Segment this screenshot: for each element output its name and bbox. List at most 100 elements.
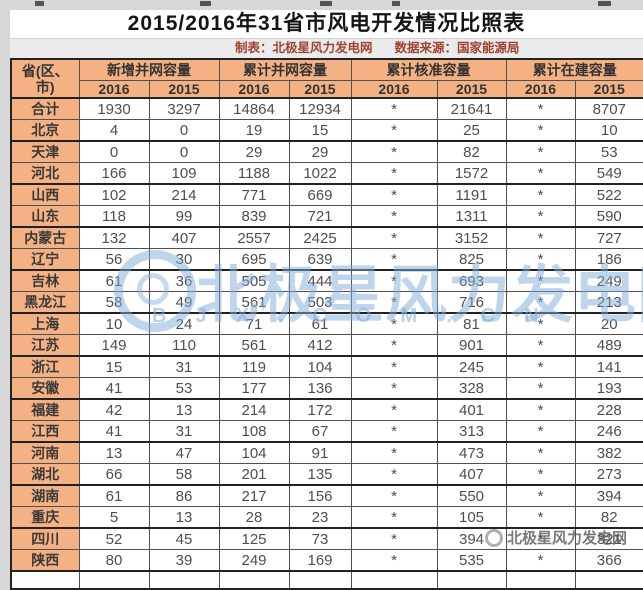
- value-cell: *: [505, 484, 576, 507]
- value-cell: 61: [288, 312, 352, 335]
- value-cell: 156: [288, 484, 352, 507]
- table-row: 江苏 149 110 561 412 * 901 * 489: [10, 334, 643, 357]
- screen-edge-artifact: [598, 1, 611, 6]
- value-cell: *: [505, 506, 576, 529]
- value-cell: 132: [78, 226, 150, 249]
- value-cell: 669: [288, 183, 352, 206]
- province-cell: 湖南: [10, 484, 80, 507]
- value-cell: 5: [78, 506, 150, 529]
- data-source-label: 数据来源：国家能源局: [394, 41, 520, 55]
- province-cell: 江苏: [10, 334, 80, 357]
- value-cell: *: [505, 420, 576, 443]
- value-cell: 13: [78, 441, 150, 464]
- value-cell: 20: [574, 312, 643, 335]
- table-row: 山西 102 214 771 669 * 1191 * 522: [10, 183, 643, 206]
- value-cell: 394: [436, 527, 507, 550]
- year-header: 2015: [288, 80, 352, 99]
- value-cell: 407: [148, 226, 220, 249]
- province-cell: 四川: [10, 527, 80, 550]
- value-cell: 214: [218, 398, 290, 421]
- value-cell: 0: [78, 140, 150, 163]
- value-cell: *: [505, 119, 576, 142]
- value-cell: *: [505, 312, 576, 335]
- value-cell: *: [350, 355, 438, 378]
- value-cell: *: [350, 420, 438, 443]
- value-cell: 217: [218, 484, 290, 507]
- value-cell: *: [505, 269, 576, 292]
- value-cell: 104: [288, 355, 352, 378]
- value-cell: 53: [574, 140, 643, 163]
- spreadsheet-area: 2015/2016年31省市风电开发情况比照表 制表：北极星风力发电网 数据来源…: [10, 10, 643, 590]
- value-cell: 19: [218, 119, 290, 142]
- value-cell: 505: [218, 269, 290, 292]
- table-row: 安徽 41 53 177 136 * 328 * 193: [10, 377, 643, 400]
- value-cell: 108: [218, 420, 290, 443]
- value-cell: 166: [78, 162, 150, 185]
- value-cell: 444: [288, 269, 352, 292]
- province-cell: 内蒙古: [10, 226, 80, 249]
- value-cell: 8707: [574, 97, 643, 120]
- value-cell: 135: [288, 463, 352, 486]
- screen-edge-artifact: [200, 1, 211, 6]
- value-cell: 61: [78, 484, 150, 507]
- value-cell: *: [505, 226, 576, 249]
- value-cell: 721: [288, 205, 352, 228]
- table-row: 辽宁 56 30 695 639 * 825 * 186: [10, 248, 643, 271]
- province-cell: 安徽: [10, 377, 80, 400]
- province-cell: 黑龙江: [10, 291, 80, 314]
- value-cell: 2557: [218, 226, 290, 249]
- value-cell: *: [505, 463, 576, 486]
- table-row: 福建 42 13 214 172 * 401 * 228: [10, 398, 643, 421]
- value-cell: 10: [78, 312, 150, 335]
- province-cell: 北京: [10, 119, 80, 142]
- value-cell: *: [350, 140, 438, 163]
- value-cell: *: [350, 441, 438, 464]
- value-cell: 36: [148, 269, 220, 292]
- value-cell: 1188: [218, 162, 290, 185]
- value-cell: 39: [148, 549, 220, 572]
- year-header: 2016: [218, 80, 290, 99]
- value-cell: 727: [574, 226, 643, 249]
- value-cell: 228: [574, 398, 643, 421]
- value-cell: 52: [78, 527, 150, 550]
- province-cell: 重庆: [10, 506, 80, 529]
- value-cell: *: [350, 398, 438, 421]
- table-row: 四川 52 45 125 73 * 394 * 321: [10, 527, 643, 550]
- value-cell: 104: [218, 441, 290, 464]
- province-cell: 浙江: [10, 355, 80, 378]
- table-row: 重庆 5 13 28 23 * 105 * 82: [10, 506, 643, 529]
- value-cell: 246: [574, 420, 643, 443]
- value-cell: 136: [288, 377, 352, 400]
- table-row: 江西 41 31 108 67 * 313 * 246: [10, 420, 643, 443]
- value-cell: *: [350, 205, 438, 228]
- value-cell: *: [350, 119, 438, 142]
- table-row: 吉林 61 36 505 444 * 693 * 249: [10, 269, 643, 292]
- value-cell: 71: [218, 312, 290, 335]
- year-header: 2016: [78, 80, 150, 99]
- value-cell: *: [350, 226, 438, 249]
- province-cell: 福建: [10, 398, 80, 421]
- value-cell: 839: [218, 205, 290, 228]
- value-cell: 28: [218, 506, 290, 529]
- value-cell: 99: [148, 205, 220, 228]
- province-cell: 上海: [10, 312, 80, 335]
- value-cell: *: [505, 377, 576, 400]
- value-cell: 81: [436, 312, 507, 335]
- value-cell: 1930: [78, 97, 150, 120]
- value-cell: 24: [148, 312, 220, 335]
- value-cell: *: [505, 205, 576, 228]
- province-cell: 陕西: [10, 549, 80, 572]
- value-cell: 58: [78, 291, 150, 314]
- value-cell: 901: [436, 334, 507, 357]
- value-cell: 49: [148, 291, 220, 314]
- value-cell: 177: [218, 377, 290, 400]
- value-cell: 639: [288, 248, 352, 271]
- value-cell: *: [350, 484, 438, 507]
- table-row: 浙江 15 31 119 104 * 245 * 141: [10, 355, 643, 378]
- value-cell: 119: [218, 355, 290, 378]
- province-cell: 吉林: [10, 269, 80, 292]
- corner-header-line2: 市): [35, 78, 55, 95]
- province-cell: 天津: [10, 140, 80, 163]
- value-cell: 249: [574, 269, 643, 292]
- year-header: 2015: [148, 80, 220, 99]
